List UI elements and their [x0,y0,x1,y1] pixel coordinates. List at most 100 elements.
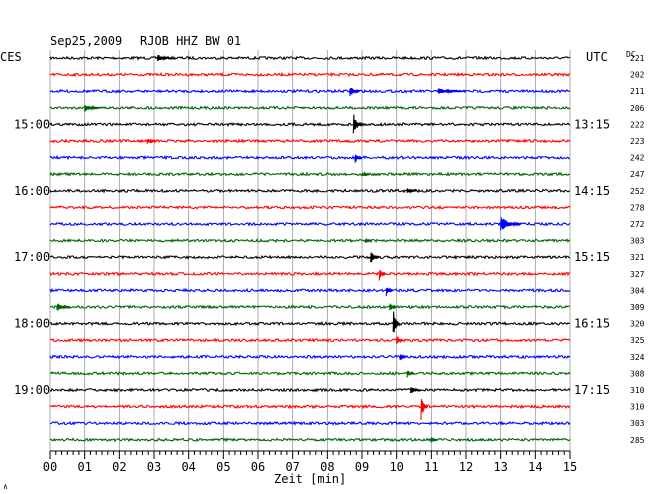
event-14 [56,303,71,311]
event-3 [84,105,103,112]
x-tick-label-7: 07 [285,460,299,474]
event-13 [385,287,394,297]
header-station: RJOB HHZ BW 01 [140,34,241,48]
x-tick-label-5: 05 [216,460,230,474]
dc-value-13: 327 [630,270,645,279]
left-time-label-4: 19:00 [14,383,50,397]
dc-value-23: 285 [630,436,645,445]
event-6 [354,154,363,163]
dc-value-16: 320 [630,320,645,329]
trace-19 [49,370,571,376]
trace-7 [49,171,571,177]
dc-value-6: 242 [630,154,645,163]
trace-4 [49,121,571,128]
dc-value-8: 252 [630,187,645,196]
trace-14 [49,287,571,293]
left-time-label-0: 15:00 [14,117,50,131]
event-5 [146,138,158,144]
trace-12 [49,254,571,260]
dc-value-3: 206 [630,104,645,113]
dc-value-20: 310 [630,386,645,395]
x-tick-label-14: 14 [528,460,542,474]
left-time-label-3: 18:00 [14,317,50,331]
trace-17 [49,337,571,343]
x-tick-label-12: 12 [459,460,473,474]
trace-1 [49,71,571,78]
event-17 [396,336,404,344]
event-15 [389,303,397,311]
event-22 [430,437,439,443]
event-10 [364,238,373,243]
right-time-label-1: 14:15 [574,184,610,198]
right-time-label-3: 16:15 [574,317,610,331]
x-tick-label-3: 03 [147,460,161,474]
dc-value-10: 272 [630,220,645,229]
right-time-label-4: 17:15 [574,383,610,397]
event-19 [406,370,414,378]
right-time-label-2: 15:15 [574,250,610,264]
x-tick-label-2: 02 [112,460,126,474]
x-tick-label-4: 04 [181,460,195,474]
trace-13 [49,271,571,277]
trace-0 [49,55,571,61]
x-tick-label-13: 13 [493,460,507,474]
trace-group [49,55,571,443]
dc-value-11: 303 [630,237,645,246]
left-zone-label: CES [0,50,22,64]
left-time-label-1: 16:00 [14,184,50,198]
x-tick-label-6: 06 [251,460,265,474]
event-8 [406,188,418,194]
right-time-label-0: 13:15 [574,117,610,131]
trace-8 [49,188,571,194]
event-12 [378,270,387,281]
dc-value-18: 324 [630,353,645,362]
event-group [56,54,522,443]
dc-value-14: 304 [630,286,645,295]
x-tick-label-9: 09 [355,460,369,474]
dc-value-1: 202 [630,71,645,80]
trace-11 [49,238,571,244]
dc-value-15: 309 [630,303,645,312]
trace-10 [49,221,571,227]
dc-value-labels: 221 202 211 206 222 223 242 247 252 278 272 303 321 3… [630,54,645,445]
event-0 [156,54,172,62]
dc-header: DC [626,50,636,59]
dc-value-17: 325 [630,336,645,345]
event-2 [437,88,466,95]
dc-value-12: 321 [630,253,645,262]
event-4 [352,114,363,134]
event-1 [349,88,361,96]
dc-value-7: 247 [630,170,645,179]
x-axis-label: Zeit [min] [274,472,346,486]
header-date: Sep25,2009 [50,34,122,48]
x-tick-label-15: 15 [563,460,577,474]
dc-value-4: 222 [630,120,645,129]
corner-mark: ∧ [3,482,8,491]
event-18 [399,354,407,361]
grid-lines [49,50,571,451]
dc-value-0: 221 [630,54,645,63]
event-21 [420,399,428,421]
trace-15 [49,304,571,310]
x-tick-label-11: 11 [424,460,438,474]
trace-5 [49,138,571,144]
trace-18 [49,354,571,360]
dc-value-9: 278 [630,203,645,212]
trace-16 [49,321,571,327]
trace-3 [49,105,571,111]
trace-9 [49,204,571,211]
trace-2 [49,88,571,94]
x-tick-label-8: 08 [320,460,334,474]
trace-6 [49,154,571,161]
x-tick-label-0: 00 [43,460,57,474]
event-11 [370,252,380,263]
left-time-labels: 15:00 16:00 17:00 18:00 19:00 [14,117,50,397]
trace-21 [49,404,571,410]
event-9 [500,217,522,231]
right-time-labels: 13:15 14:15 15:15 16:15 17:15 [574,117,610,397]
trace-20 [49,387,571,393]
dc-value-5: 223 [630,137,645,146]
left-time-label-2: 17:00 [14,250,50,264]
x-tick-label-1: 01 [77,460,91,474]
